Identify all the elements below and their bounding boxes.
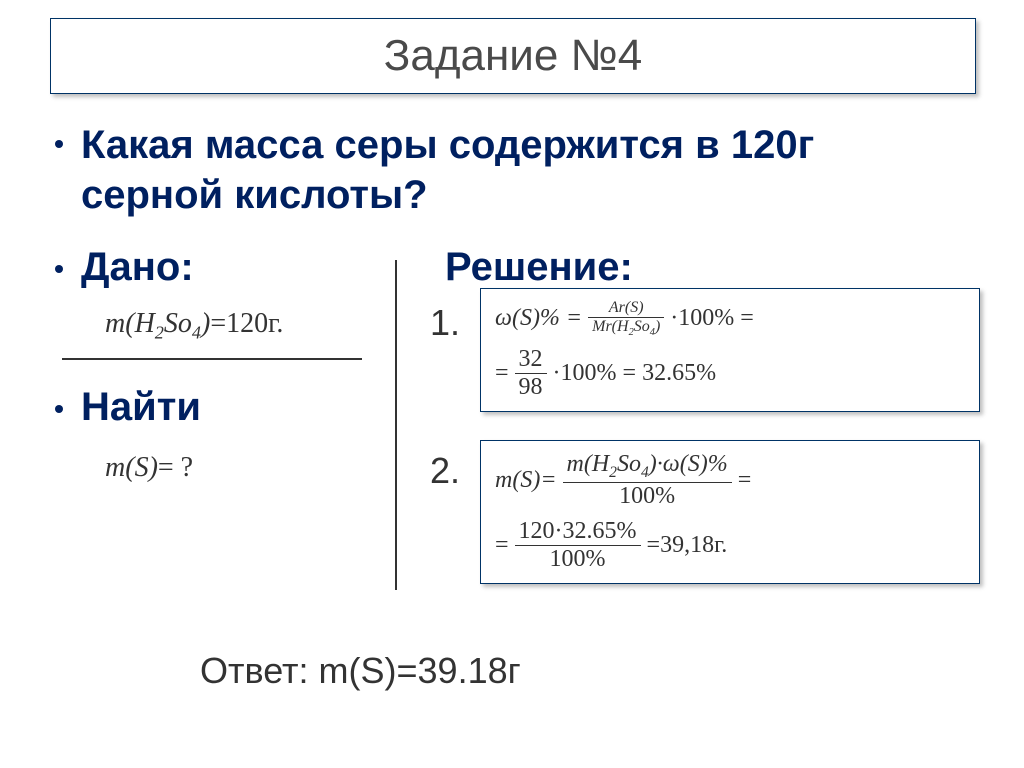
frac1-num: Ar(S) [588, 299, 664, 318]
solution-box-1: ω(S)% = Ar(S) Mr(H2So4) ·100% = = 32 98 … [480, 288, 980, 412]
given-formula: m(H2So4)=120г. [105, 308, 283, 344]
num-s2: 4 [641, 464, 649, 481]
vertical-divider [395, 260, 397, 590]
find-label: Найти [81, 385, 201, 430]
question-row: Какая масса серы содержится в 120г серно… [55, 120, 955, 220]
frac2-den: 98 [515, 374, 547, 401]
final-answer: Ответ: m(S)=39.18г [200, 650, 521, 692]
box2-line2: = 120·32.65% 100% =39,18г. [495, 518, 965, 573]
eq-prefix: = [495, 360, 509, 387]
solution-label: Решение: [445, 245, 633, 290]
m-symbol: m [105, 452, 125, 483]
solution-box-2: m(S)= m(H2So4)·ω(S)% 100% = = 120·32.65%… [480, 440, 980, 584]
sub-4: 4 [192, 323, 201, 343]
find-row: Найти [55, 385, 201, 430]
den-a: Mr(H [592, 318, 628, 335]
find-formula: m(S)= ? [105, 452, 193, 484]
den-b: So [634, 318, 650, 335]
horizontal-divider [62, 358, 362, 360]
frac3-num: m(H2So4)·ω(S)% [563, 451, 732, 483]
box2-line1: m(S)= m(H2So4)·ω(S)% 100% = [495, 451, 965, 510]
eq-prefix2: = [495, 532, 509, 559]
question-text: Какая масса серы содержится в 120г серно… [81, 120, 955, 220]
bullet-icon [55, 405, 63, 413]
box2-result: =39,18г. [647, 532, 728, 559]
fraction-4: 120·32.65% 100% [515, 518, 641, 573]
num-s1: 2 [609, 464, 617, 481]
box1-tail: ·100% = [670, 305, 754, 332]
num-c: )·ω(S)% [649, 451, 728, 477]
fraction-2: 32 98 [515, 346, 547, 401]
box2-tail1: = [738, 467, 752, 494]
fraction-1: Ar(S) Mr(H2So4) [588, 299, 664, 338]
frac2-num: 32 [515, 346, 547, 374]
num-a: m(H [567, 451, 610, 477]
frac4-num: 120·32.65% [515, 518, 641, 546]
step-2-number: 2. [430, 450, 460, 492]
step-1-number: 1. [430, 302, 460, 344]
den-c: ) [655, 318, 660, 335]
bullet-icon [55, 265, 63, 273]
box1-line1: ω(S)% = Ar(S) Mr(H2So4) ·100% = [495, 299, 965, 338]
title-box: Задание №4 [50, 18, 976, 94]
box1-result: ·100% = 32.65% [553, 360, 717, 387]
box1-line2: = 32 98 ·100% = 32.65% [495, 346, 965, 401]
frac3-den: 100% [563, 483, 732, 510]
page-title: Задание №4 [384, 31, 642, 81]
find-suffix: = ? [158, 452, 193, 483]
given-rhs: =120г. [210, 308, 283, 339]
frac4-den: 100% [515, 546, 641, 573]
ms-lhs: m(S)= [495, 467, 557, 494]
num-b: So [617, 451, 641, 477]
fraction-3: m(H2So4)·ω(S)% 100% [563, 451, 732, 510]
bullet-icon [55, 140, 63, 148]
given-row: Дано: [55, 245, 194, 290]
frac1-den: Mr(H2So4) [588, 318, 664, 338]
var-so: So [164, 308, 192, 339]
given-label: Дано: [81, 245, 194, 290]
sub-2: 2 [155, 323, 164, 343]
var-s: S [135, 452, 149, 483]
omega-lhs: ω(S)% = [495, 305, 582, 332]
m-symbol: m [105, 308, 125, 339]
var-h: H [135, 308, 155, 339]
